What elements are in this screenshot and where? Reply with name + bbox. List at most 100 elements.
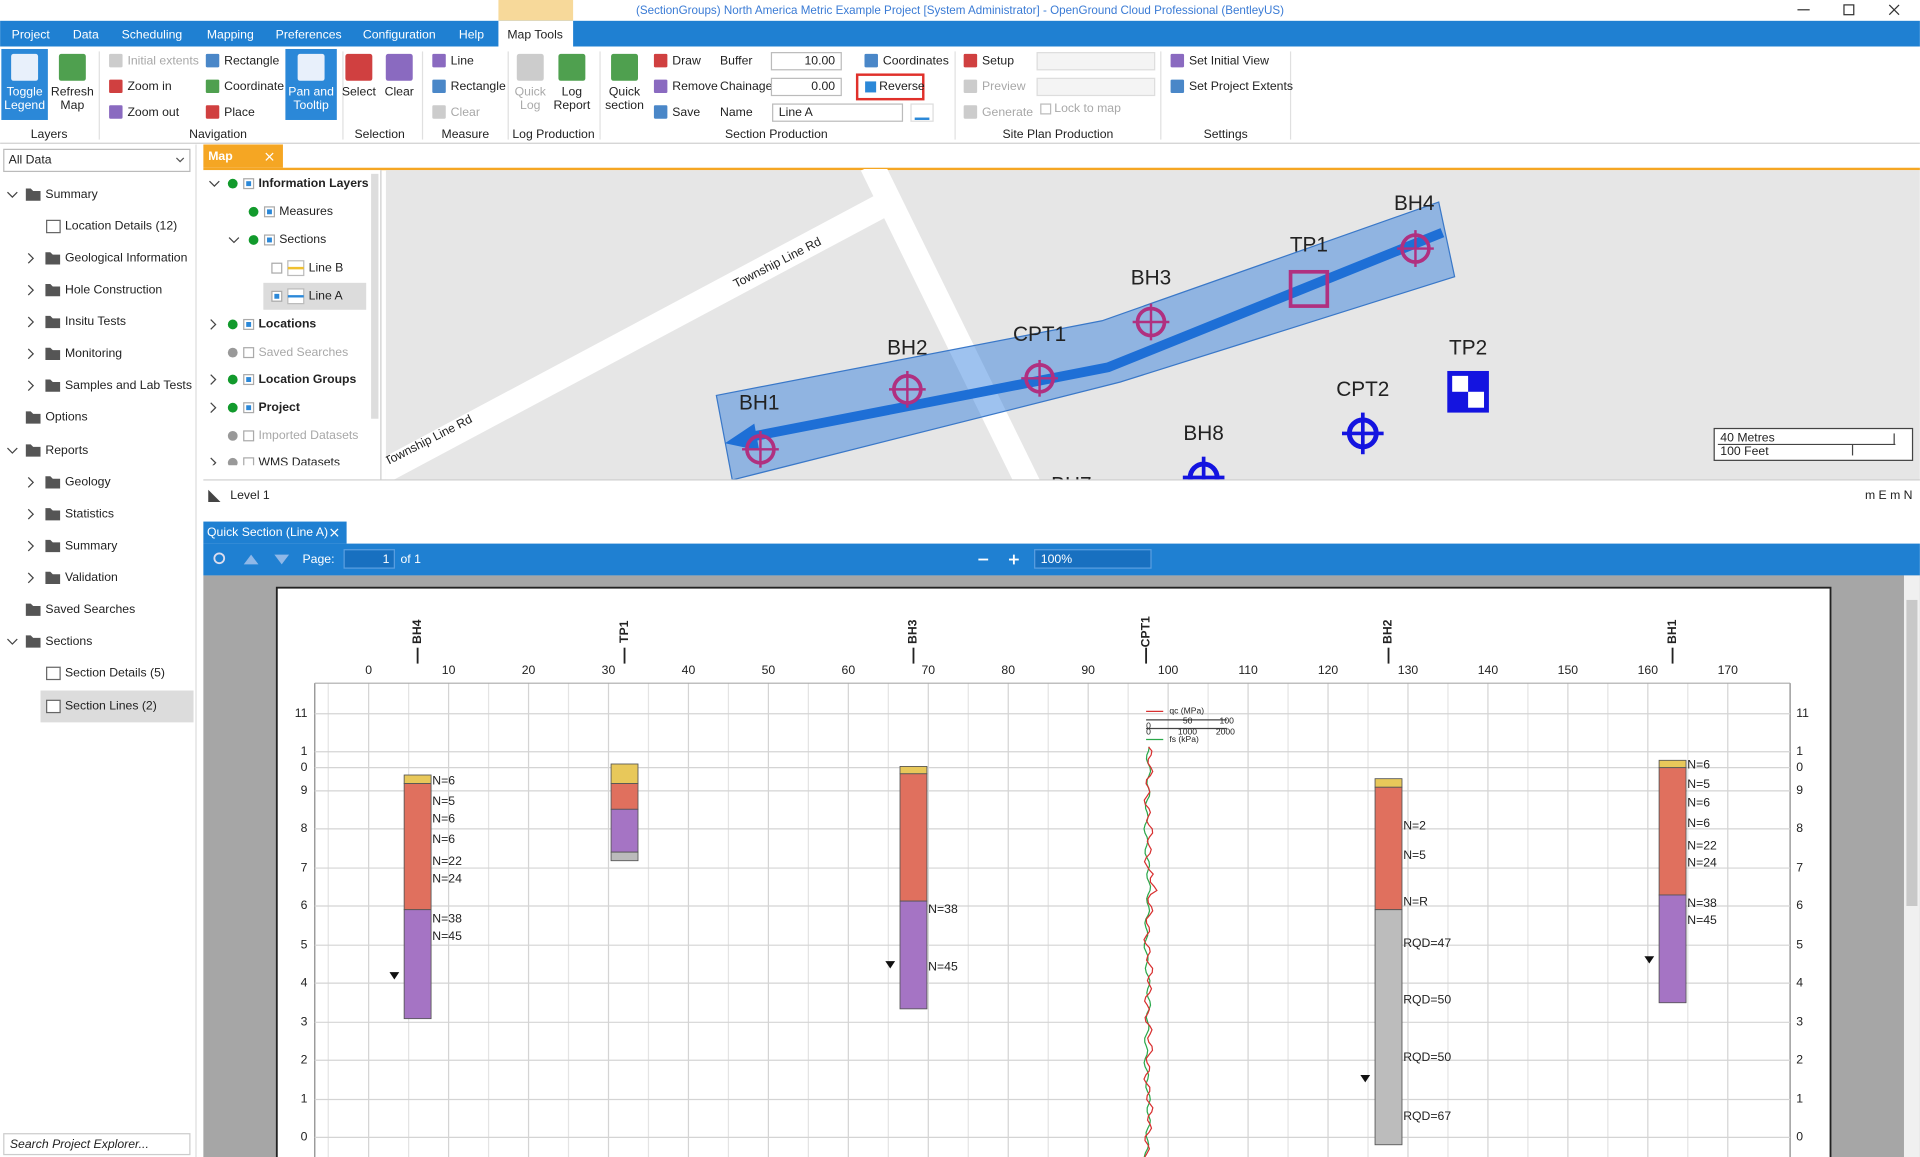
checkbox[interactable] (865, 81, 877, 93)
expand-chevron[interactable] (7, 191, 18, 198)
layer-item[interactable]: WMS Datasets (258, 455, 340, 469)
ribbon-button[interactable]: Clear (451, 105, 480, 119)
ribbon-button[interactable]: Setup (982, 53, 1014, 67)
ribbon-button[interactable]: Coordinate (224, 79, 284, 93)
ribbon-button[interactable]: Toggle Legend (4, 85, 46, 113)
expand-chevron[interactable] (27, 380, 35, 391)
ribbon-button[interactable]: Zoom in (127, 79, 171, 93)
ribbon-button[interactable]: Quick Log (514, 85, 546, 113)
ribbon-button[interactable]: Place (224, 105, 255, 119)
ribbon-button[interactable]: Save (672, 105, 700, 119)
tree-item[interactable]: Monitoring (65, 346, 122, 360)
layer-item[interactable]: Measures (279, 204, 333, 218)
expand-chevron[interactable] (210, 457, 217, 468)
layer-item[interactable]: Saved Searches (258, 345, 348, 359)
expand-chevron[interactable] (210, 319, 217, 330)
menu-tab[interactable]: Configuration (363, 28, 436, 42)
tree-item[interactable]: Validation (65, 570, 118, 584)
expand-chevron[interactable] (27, 572, 35, 584)
filter-dropdown[interactable] (3, 148, 191, 173)
ribbon-button[interactable]: Zoom out (127, 105, 179, 119)
tree-item[interactable]: Location Details (12) (65, 219, 177, 233)
menu-tab[interactable]: Mapping (207, 28, 254, 42)
tree-item[interactable]: Geological Information (65, 251, 188, 265)
restore-button[interactable] (1843, 4, 1855, 16)
menu-tab[interactable]: Data (73, 28, 99, 42)
checkbox[interactable] (1040, 103, 1052, 115)
expand-chevron[interactable] (27, 253, 35, 264)
expand-chevron[interactable] (27, 477, 35, 488)
ribbon-button[interactable]: Clear (384, 85, 414, 100)
tree-item[interactable]: Geology (65, 475, 111, 489)
ribbon-button[interactable]: Select (341, 85, 376, 100)
location-symbol[interactable] (1288, 269, 1330, 308)
menu-tab[interactable]: Help (459, 28, 484, 42)
layer-item[interactable]: Imported Datasets (258, 428, 358, 442)
menu-tab[interactable]: Preferences (276, 28, 342, 42)
ribbon-button[interactable]: Pan and Tooltip (288, 85, 334, 113)
layer-checkbox[interactable] (271, 262, 283, 274)
tree-item[interactable]: Statistics (65, 506, 114, 520)
tree-item[interactable]: Sections (45, 634, 92, 648)
expand-chevron[interactable] (7, 447, 18, 454)
buffer-input[interactable] (770, 52, 842, 71)
search-tool[interactable] (213, 552, 226, 565)
ribbon-button[interactable]: Log Report (553, 85, 591, 113)
menu-tab[interactable]: Map Tools (507, 28, 563, 42)
layer-checkbox[interactable] (243, 430, 255, 442)
layer-item[interactable]: Location Groups (258, 372, 356, 386)
name-input[interactable] (772, 103, 904, 122)
expand-chevron[interactable] (27, 508, 35, 520)
layer-item[interactable]: Project (258, 400, 299, 414)
menu-tab[interactable]: Project (12, 28, 51, 42)
chainage-input[interactable] (770, 77, 842, 97)
tree-item[interactable]: Section Details (5) (65, 666, 165, 680)
tree-item[interactable]: Saved Searches (45, 602, 135, 616)
layer-checkbox[interactable] (243, 347, 255, 359)
ribbon-button[interactable]: Set Project Extents (1189, 79, 1293, 93)
ribbon-button[interactable]: Generate (982, 105, 1033, 119)
tree-item[interactable]: Summary (45, 187, 98, 201)
ribbon-button[interactable]: Set Initial View (1189, 53, 1269, 67)
font-color-button[interactable] (910, 103, 934, 122)
ribbon-button[interactable]: Initial extents (127, 53, 198, 67)
tree-item[interactable]: Insitu Tests (65, 314, 126, 328)
tree-item[interactable]: Options (45, 410, 87, 424)
tree-item[interactable]: Hole Construction (65, 282, 162, 296)
section-tab[interactable] (203, 521, 347, 544)
expand-chevron[interactable] (27, 348, 35, 360)
page-input[interactable] (343, 549, 395, 569)
scroll-thumb[interactable] (1906, 599, 1918, 907)
ribbon-button[interactable]: Preview (982, 79, 1026, 93)
ribbon-button[interactable]: Draw (672, 53, 701, 67)
layer-item[interactable]: Sections (279, 232, 326, 246)
expand-chevron[interactable] (209, 180, 220, 187)
ribbon-button[interactable]: Remove (672, 79, 718, 93)
expand-chevron[interactable] (27, 284, 35, 296)
ribbon-button[interactable]: Rectangle (224, 53, 279, 67)
layer-checkbox[interactable] (243, 457, 255, 468)
ribbon-button[interactable]: Line (451, 53, 474, 67)
tree-item[interactable]: Reports (45, 443, 88, 457)
expand-chevron[interactable] (27, 540, 35, 552)
ribbon-button[interactable]: Quick section (605, 85, 644, 113)
layer-item[interactable]: Line B (309, 260, 344, 274)
layer-item[interactable]: Information Layers (258, 176, 368, 190)
expand-chevron[interactable] (210, 402, 217, 414)
tree-item[interactable]: Section Lines (2) (65, 699, 157, 713)
zoom-dropdown[interactable] (1034, 549, 1152, 569)
layer-item[interactable]: Locations (258, 317, 316, 331)
tree-item[interactable]: Samples and Lab Tests (65, 378, 192, 392)
ribbon-button[interactable]: Refresh Map (50, 85, 94, 113)
expand-chevron[interactable] (7, 638, 18, 645)
expand-chevron[interactable] (228, 237, 240, 244)
ribbon-button[interactable]: Coordinates (883, 53, 949, 67)
map-tab[interactable] (203, 144, 283, 168)
ribbon-button[interactable]: Rectangle (451, 79, 506, 93)
expand-chevron[interactable] (27, 316, 35, 328)
search-box[interactable] (3, 1133, 191, 1156)
layer-item[interactable]: Line A (309, 289, 344, 303)
next-page[interactable] (274, 554, 290, 565)
prev-page[interactable] (243, 554, 259, 565)
tree-item[interactable]: Summary (65, 538, 118, 552)
